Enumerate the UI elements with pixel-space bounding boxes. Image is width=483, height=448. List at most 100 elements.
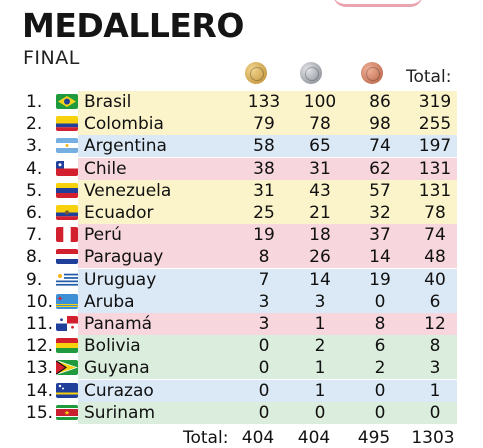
silver-count: 14	[309, 269, 331, 290]
gold-count: 133	[247, 92, 281, 112]
row-band	[78, 246, 457, 269]
table-row: 2. Colombia 79 78 98 255	[26, 113, 457, 136]
bronze-count: 0	[374, 291, 386, 312]
row-band	[78, 91, 457, 113]
gold-count: 79	[253, 114, 275, 135]
silver-count: 43	[309, 180, 331, 201]
decorative-arc	[333, 0, 423, 7]
bronze-count: 98	[369, 114, 391, 135]
bronze-count: 8	[374, 314, 386, 334]
flag-colombia-icon	[56, 116, 78, 132]
total-count: 131	[418, 158, 452, 179]
flag-aruba-icon	[56, 293, 78, 309]
country-name: Aruba	[84, 291, 135, 312]
gold-count: 31	[253, 180, 275, 201]
rank-number: 6.	[26, 203, 43, 223]
rank-number: 11.	[26, 314, 54, 334]
bronze-count: 86	[369, 92, 391, 112]
flag-paraguay-icon	[56, 249, 78, 265]
bronze-count: 32	[369, 203, 391, 223]
flag-curazao-icon	[56, 382, 78, 398]
totals-label: Total:	[183, 428, 229, 448]
silver-count: 1	[314, 380, 326, 401]
gold-count: 0	[258, 380, 270, 401]
table-row: 13. Guyana 0 1 2 3	[26, 357, 457, 380]
total-count: 74	[424, 225, 446, 246]
rank-number: 9.	[26, 269, 43, 290]
gold-count: 3	[258, 314, 270, 334]
total-count: 78	[424, 203, 446, 223]
row-band	[78, 179, 457, 202]
bronze-count: 0	[374, 402, 386, 423]
table-row: 4. Chile 38 31 62 131	[26, 157, 457, 180]
total-bronze: 495	[357, 428, 391, 448]
country-name: Panamá	[84, 314, 153, 334]
row-band	[78, 268, 457, 291]
rank-number: 8.	[26, 247, 43, 268]
rank-number: 7.	[26, 225, 43, 246]
total-count: 40	[424, 269, 446, 290]
silver-count: 26	[309, 247, 331, 268]
silver-count: 0	[314, 402, 326, 423]
silver-count: 1	[314, 358, 326, 379]
rank-number: 14.	[26, 380, 54, 401]
gold-count: 0	[258, 402, 270, 423]
rank-number: 10.	[26, 291, 54, 312]
total-gold: 404	[241, 428, 275, 448]
silver-count: 78	[309, 114, 331, 135]
table-row: 6. Ecuador 25 21 32 78	[26, 202, 457, 224]
flag-guyana-icon	[56, 360, 78, 376]
page-subtitle: FINAL	[23, 47, 80, 69]
table-row: 7. Perú 19 18 37 74	[26, 224, 457, 247]
country-name: Guyana	[84, 358, 150, 379]
silver-count: 3	[314, 291, 326, 312]
rank-number: 12.	[26, 336, 54, 357]
flag-ecuador-icon	[56, 205, 78, 220]
table-row: 15. Surinam 0 0 0 0	[26, 401, 457, 424]
bronze-count: 6	[374, 336, 386, 357]
flag-argentina-icon	[56, 138, 78, 154]
total-total: 1303	[411, 428, 455, 448]
total-count: 0	[429, 402, 441, 423]
gold-count: 3	[258, 291, 270, 312]
total-count: 197	[418, 136, 452, 157]
flag-peru-icon	[56, 227, 78, 243]
country-name: Curazao	[84, 380, 154, 401]
silver-count: 65	[309, 136, 331, 157]
flag-venezuela-icon	[56, 182, 78, 198]
gold-count: 8	[258, 247, 270, 268]
table-row: 1. Brasil 133 100 86 319	[26, 91, 457, 113]
bronze-count: 0	[374, 380, 386, 401]
flag-surinam-icon	[56, 404, 78, 420]
silver-count: 18	[309, 225, 331, 246]
gold-count: 0	[258, 358, 270, 379]
rank-number: 15.	[26, 402, 54, 423]
bronze-count: 14	[369, 247, 391, 268]
total-count: 131	[418, 180, 452, 201]
country-name: Perú	[84, 225, 122, 246]
table-row: 11. Panamá 3 1 8 12	[26, 313, 457, 335]
table-row: 10. Aruba 3 3 0 6	[26, 290, 457, 313]
country-name: Brasil	[84, 92, 132, 112]
country-name: Argentina	[84, 136, 167, 157]
gold-medal-icon	[245, 62, 267, 84]
row-band	[78, 135, 457, 158]
gold-count: 38	[253, 158, 275, 179]
total-silver: 404	[297, 428, 331, 448]
silver-count: 100	[303, 92, 337, 112]
row-band	[78, 357, 457, 380]
total-count: 319	[418, 92, 452, 112]
total-column-header: Total:	[406, 67, 452, 87]
rank-number: 3.	[26, 136, 43, 157]
table-row: 3. Argentina 58 65 74 197	[26, 135, 457, 158]
total-count: 48	[424, 247, 446, 268]
bronze-count: 74	[369, 136, 391, 157]
country-name: Surinam	[84, 402, 156, 423]
table-row: 5. Venezuela 31 43 57 131	[26, 179, 457, 202]
rank-number: 1.	[26, 92, 43, 112]
table-row: 12. Bolivia 0 2 6 8	[26, 335, 457, 358]
country-name: Bolivia	[84, 336, 141, 357]
row-band	[78, 113, 457, 136]
bronze-count: 37	[369, 225, 391, 246]
row-band	[78, 202, 457, 224]
